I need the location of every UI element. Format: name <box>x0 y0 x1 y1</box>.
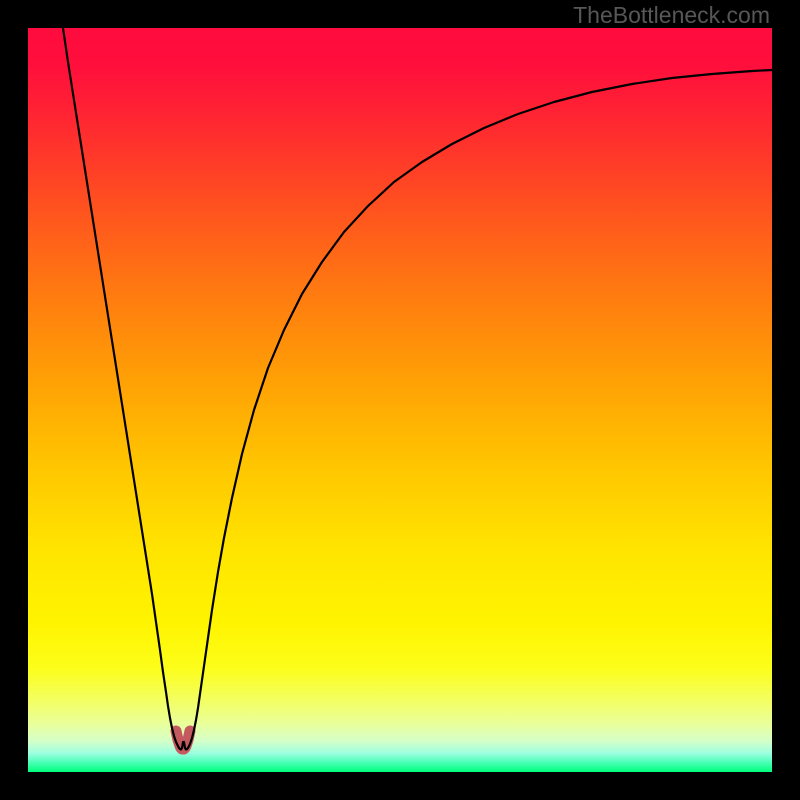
plot-frame <box>28 28 772 772</box>
chart-canvas: TheBottleneck.com <box>0 0 800 800</box>
watermark-text: TheBottleneck.com <box>573 2 770 29</box>
